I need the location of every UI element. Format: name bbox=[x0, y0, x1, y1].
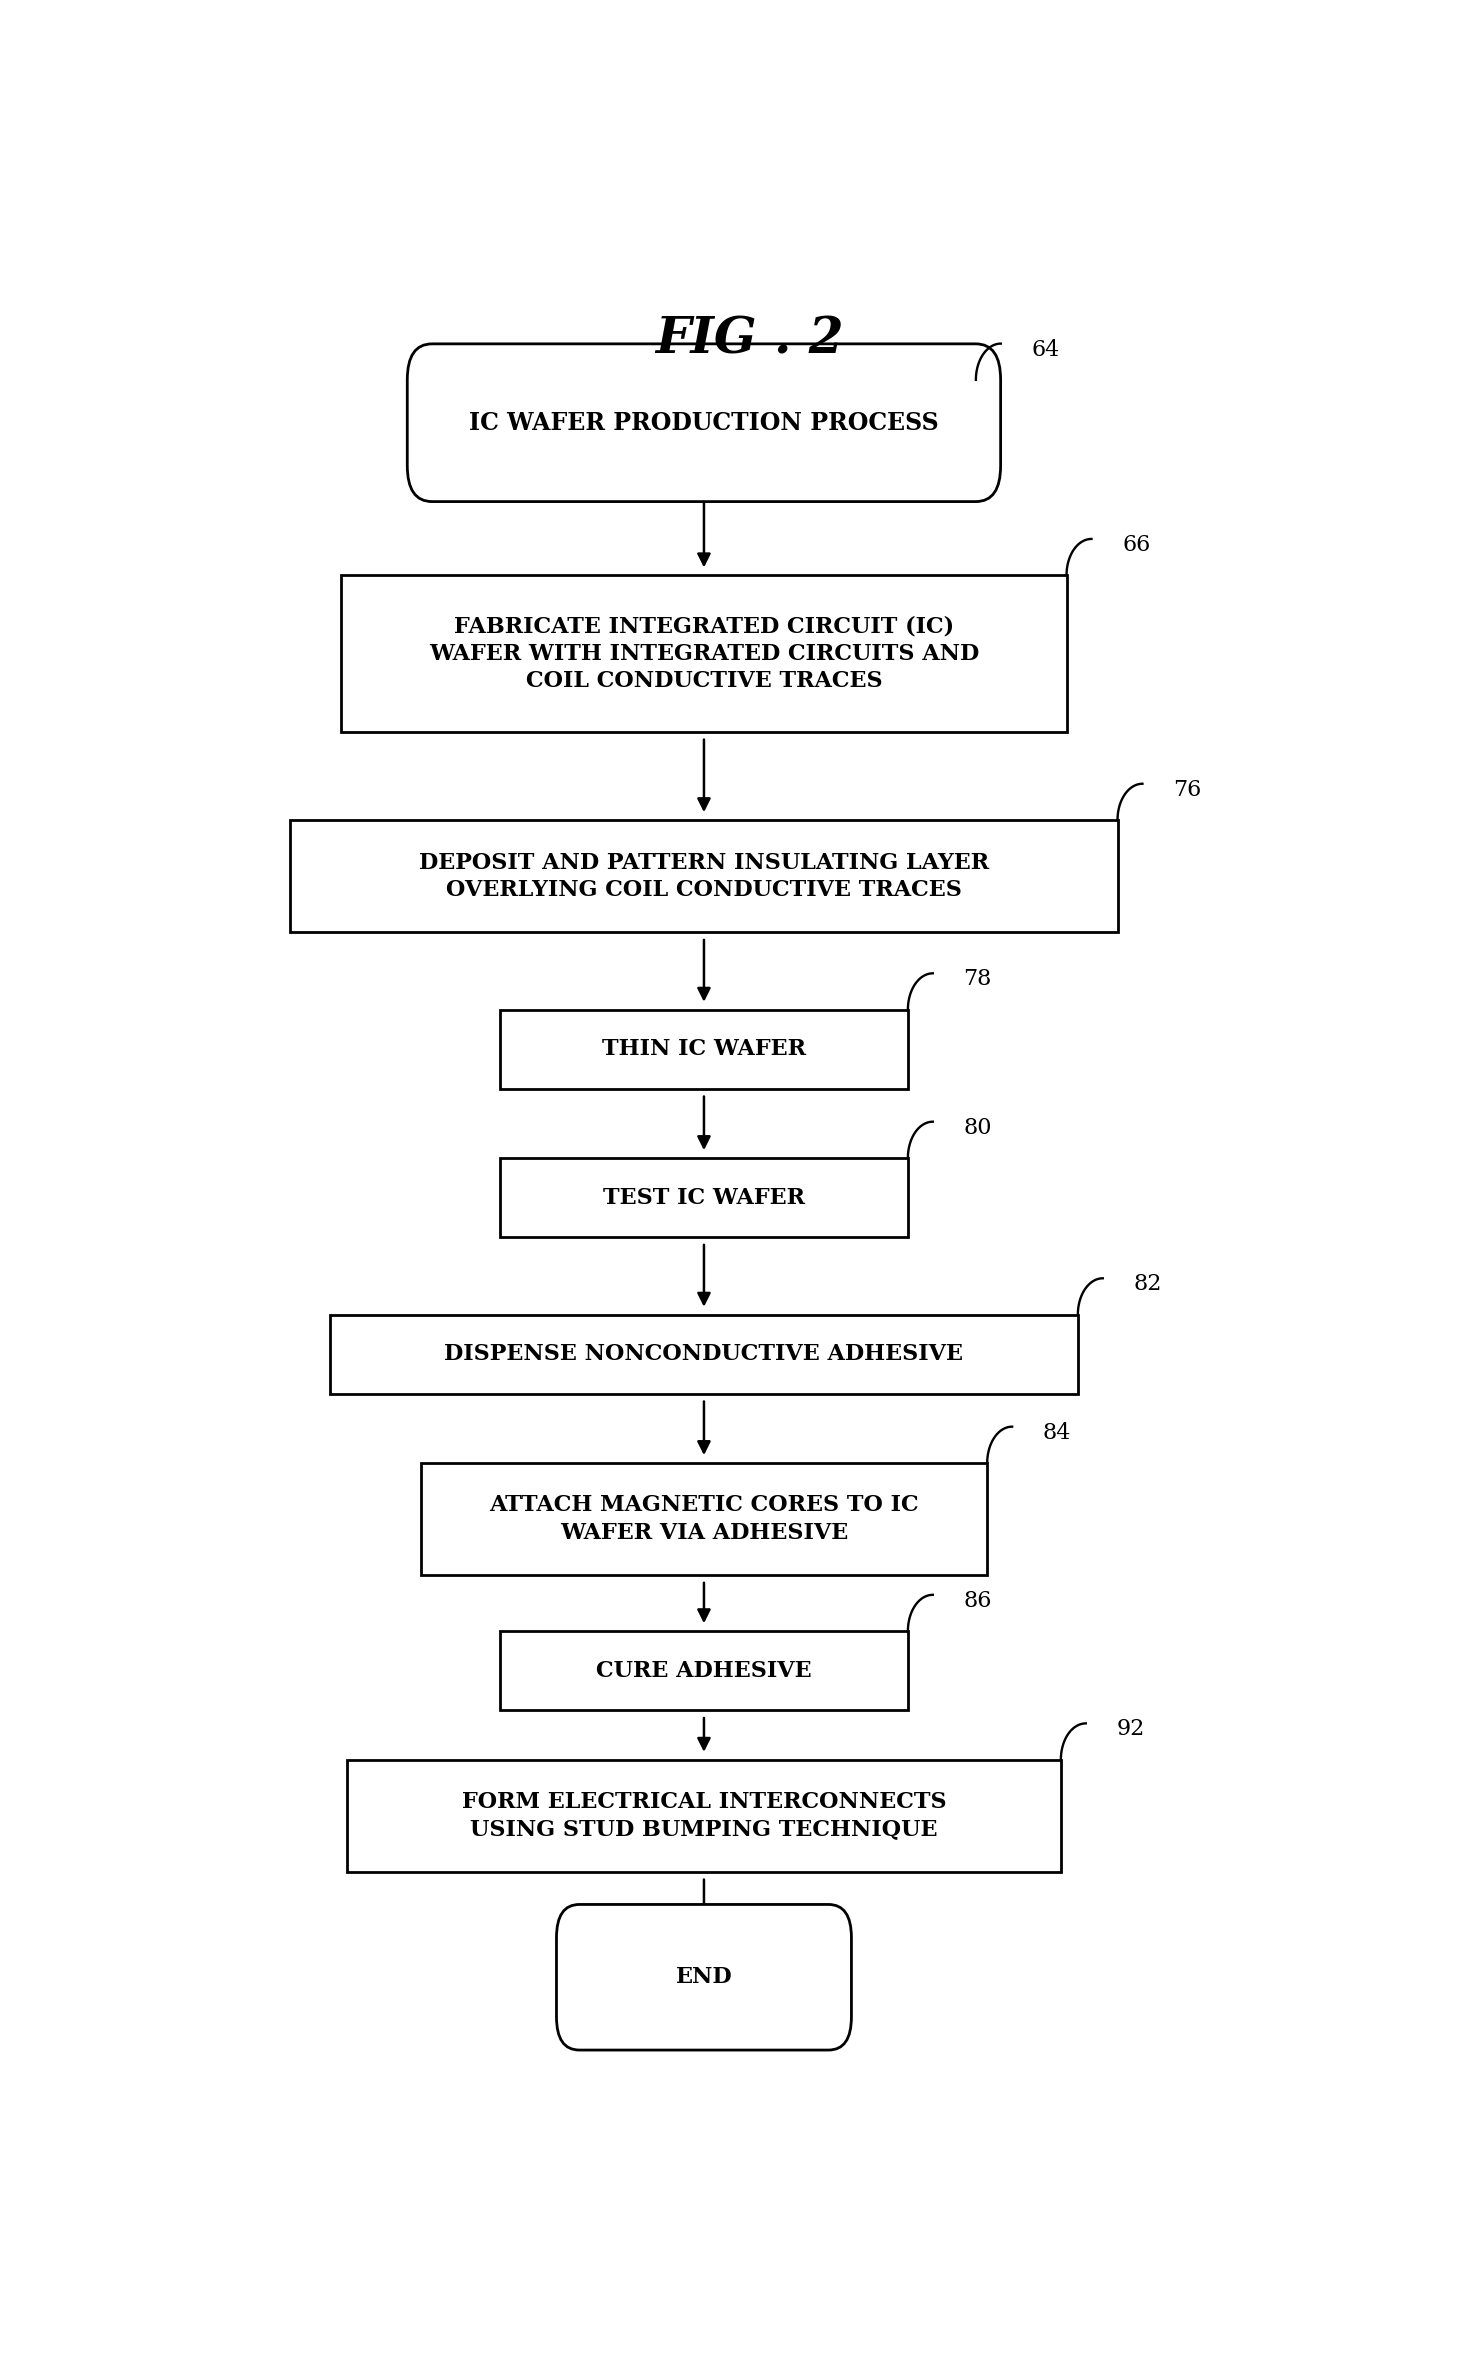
Text: END: END bbox=[675, 1966, 732, 1988]
FancyBboxPatch shape bbox=[421, 1462, 987, 1575]
FancyBboxPatch shape bbox=[500, 1159, 908, 1236]
FancyBboxPatch shape bbox=[557, 1905, 851, 2051]
Text: 76: 76 bbox=[1173, 780, 1202, 801]
Text: FIG . 2: FIG . 2 bbox=[655, 316, 844, 365]
FancyBboxPatch shape bbox=[291, 820, 1117, 933]
Text: DISPENSE NONCONDUCTIVE ADHESIVE: DISPENSE NONCONDUCTIVE ADHESIVE bbox=[444, 1342, 963, 1366]
Text: 66: 66 bbox=[1121, 535, 1151, 556]
Text: 92: 92 bbox=[1117, 1719, 1145, 1740]
Text: ATTACH MAGNETIC CORES TO IC
WAFER VIA ADHESIVE: ATTACH MAGNETIC CORES TO IC WAFER VIA AD… bbox=[490, 1495, 918, 1543]
Text: 84: 84 bbox=[1042, 1422, 1072, 1444]
FancyBboxPatch shape bbox=[342, 575, 1067, 732]
FancyBboxPatch shape bbox=[330, 1314, 1077, 1394]
Text: IC WAFER PRODUCTION PROCESS: IC WAFER PRODUCTION PROCESS bbox=[469, 410, 939, 436]
FancyBboxPatch shape bbox=[500, 1632, 908, 1710]
Text: 86: 86 bbox=[963, 1590, 991, 1611]
Text: CURE ADHESIVE: CURE ADHESIVE bbox=[596, 1660, 811, 1681]
Text: TEST IC WAFER: TEST IC WAFER bbox=[602, 1187, 806, 1208]
Text: 64: 64 bbox=[1031, 339, 1060, 360]
FancyBboxPatch shape bbox=[408, 344, 1000, 502]
Text: THIN IC WAFER: THIN IC WAFER bbox=[602, 1039, 806, 1060]
Text: DEPOSIT AND PATTERN INSULATING LAYER
OVERLYING COIL CONDUCTIVE TRACES: DEPOSIT AND PATTERN INSULATING LAYER OVE… bbox=[420, 853, 988, 900]
FancyBboxPatch shape bbox=[346, 1759, 1061, 1872]
Text: 78: 78 bbox=[963, 968, 991, 991]
Text: 80: 80 bbox=[963, 1116, 991, 1140]
Text: FABRICATE INTEGRATED CIRCUIT (IC)
WAFER WITH INTEGRATED CIRCUITS AND
COIL CONDUC: FABRICATE INTEGRATED CIRCUIT (IC) WAFER … bbox=[428, 615, 980, 692]
FancyBboxPatch shape bbox=[500, 1010, 908, 1088]
Text: FORM ELECTRICAL INTERCONNECTS
USING STUD BUMPING TECHNIQUE: FORM ELECTRICAL INTERCONNECTS USING STUD… bbox=[462, 1792, 946, 1839]
Text: 82: 82 bbox=[1133, 1274, 1162, 1295]
